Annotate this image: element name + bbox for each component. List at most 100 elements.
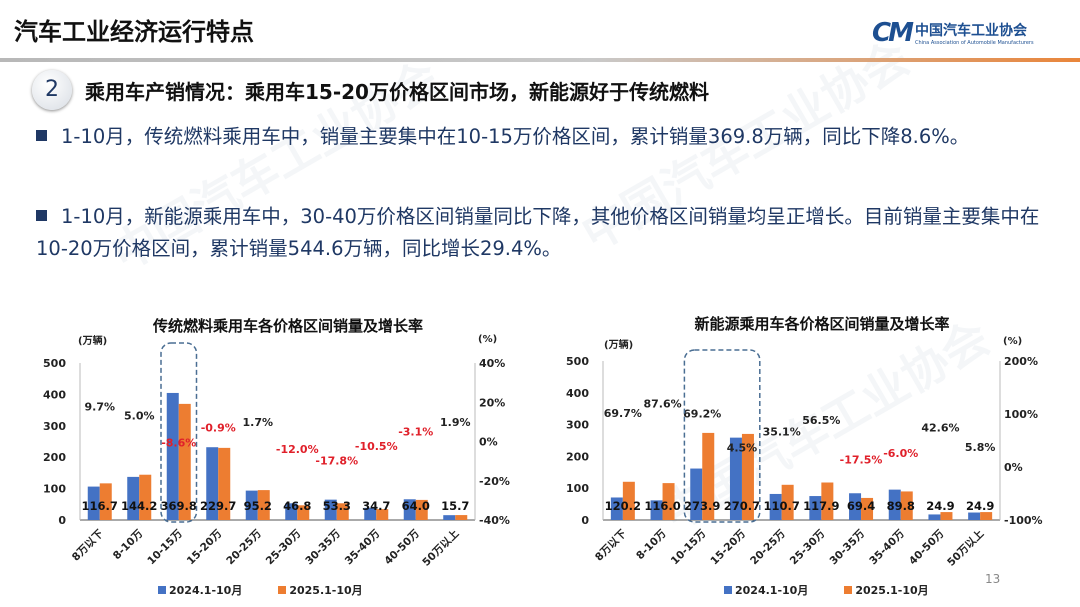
bar-2024 <box>127 476 140 520</box>
bullet-text: 1-10月，传统燃料乘用车中，销量主要集中在10-15万价格区间，累计销量369… <box>61 125 970 148</box>
category-label: 50万以上 <box>420 527 462 569</box>
value-label: 120.2 <box>605 499 641 513</box>
category-label: 40-50万 <box>382 527 422 567</box>
category-label: 10-15万 <box>669 527 709 567</box>
y-tick-label: 0 <box>58 514 66 527</box>
value-label: 24.9 <box>926 499 954 513</box>
highlight-box <box>160 342 198 523</box>
chart-title-right: 新能源乘用车各价格区间销量及增长率 <box>694 315 950 333</box>
growth-label: -3.1% <box>398 426 433 439</box>
growth-label: -6.0% <box>883 447 918 460</box>
bullet-1: 1-10月，传统燃料乘用车中，销量主要集中在10-15万价格区间，累计销量369… <box>36 121 1056 153</box>
y-tick-label: 100 <box>566 482 589 495</box>
header-divider <box>0 58 1080 62</box>
growth-label: -10.5% <box>355 440 398 453</box>
chart-title-left: 传统燃料乘用车各价格区间销量及增长率 <box>152 317 423 335</box>
page-title: 汽车工业经济运行特点 <box>14 18 254 46</box>
category-label: 8万以下 <box>70 527 106 563</box>
y-tick-label: 400 <box>43 388 66 401</box>
value-label: 110.7 <box>763 499 799 513</box>
category-label: 40-50万 <box>907 527 947 567</box>
category-label: 30-35万 <box>303 527 343 567</box>
y2-tick-label: 0% <box>1004 461 1023 474</box>
value-label: 117.9 <box>803 499 839 513</box>
y2-tick-label: 40% <box>479 357 505 370</box>
bar-2024 <box>769 493 782 520</box>
y2-tick-label: 20% <box>479 396 505 409</box>
growth-label: 1.9% <box>440 416 471 429</box>
value-label: 34.7 <box>362 499 390 513</box>
value-label: 116.7 <box>82 499 118 513</box>
category-label: 50万以上 <box>944 527 986 569</box>
legend-item-2024: 2024.1-10月 <box>724 582 808 598</box>
left-y2-unit: (%) <box>478 334 498 345</box>
bar-2025 <box>702 432 715 520</box>
category-label: 35-40万 <box>867 527 907 567</box>
bar-2025 <box>980 512 993 520</box>
legend-right: 2024.1-10月 2025.1-10月 <box>724 582 929 598</box>
bar-2024 <box>729 437 742 520</box>
section-title: 乘用车产销情况：乘用车15-20万价格区间市场，新能源好于传统燃料 <box>85 80 709 104</box>
bar-2025 <box>218 447 231 520</box>
bar-2025 <box>940 512 953 520</box>
value-label: 89.8 <box>887 499 915 513</box>
bar-2024 <box>968 512 981 520</box>
y2-tick-label: -40% <box>479 514 510 527</box>
growth-label: 69.2% <box>683 407 721 420</box>
y2-tick-label: 0% <box>479 436 498 449</box>
growth-label: 1.7% <box>242 416 273 429</box>
bullet-square-icon <box>36 210 47 221</box>
left-y-unit: (万辆) <box>78 336 108 347</box>
growth-label: 9.7% <box>84 400 115 413</box>
bar-2025 <box>861 497 874 520</box>
y-tick-label: 200 <box>43 451 66 464</box>
bar-2025 <box>415 499 428 520</box>
growth-label: 4.5% <box>727 442 758 455</box>
chart-ice-price-bands: 0 100 200 300 400 500 -40% -20% 0% 20% 40% 116.7 9.7… <box>43 342 510 569</box>
growth-label: 56.5% <box>802 414 840 427</box>
bar-2025 <box>376 509 389 520</box>
growth-label: 35.1% <box>763 425 801 438</box>
bar-2024 <box>206 447 219 520</box>
bar-2024 <box>285 503 298 520</box>
bar-2025 <box>455 515 468 520</box>
logo-english: China Association of Automobile Manufact… <box>914 40 1034 46</box>
bar-2024 <box>87 486 100 520</box>
growth-label: -17.5% <box>840 453 883 466</box>
growth-label: 5.0% <box>124 410 155 423</box>
category-label: 15-20万 <box>708 527 748 567</box>
bar-2025 <box>821 482 834 520</box>
value-label: 64.0 <box>402 499 430 513</box>
growth-label: -0.9% <box>201 421 236 434</box>
category-label: 8-10万 <box>634 527 669 562</box>
growth-label: -12.0% <box>276 443 319 456</box>
y-tick-label: 500 <box>43 357 66 370</box>
category-label: 8万以下 <box>593 527 629 563</box>
value-label: 46.8 <box>283 499 311 513</box>
value-label: 273.9 <box>684 499 720 513</box>
y-tick-label: 400 <box>566 387 589 400</box>
y2-tick-label: -100% <box>1004 514 1043 527</box>
y-tick-label: 100 <box>43 483 66 496</box>
bar-2025 <box>99 483 112 520</box>
bar-2025 <box>662 483 675 520</box>
page-number: 13 <box>985 572 1001 586</box>
growth-label: -17.8% <box>315 454 358 467</box>
y-tick-label: 0 <box>581 514 589 527</box>
bar-2025 <box>178 403 191 520</box>
bar-2025 <box>336 503 349 520</box>
logo: CM 中国汽车工业协会 China Association of Automob… <box>872 18 1034 48</box>
bar-2025 <box>257 490 270 520</box>
bar-2025 <box>741 433 754 520</box>
value-label: 15.7 <box>441 499 469 513</box>
logo-mark: CM <box>872 18 914 48</box>
category-label: 30-35万 <box>828 527 868 567</box>
category-label: 8-10万 <box>111 527 146 562</box>
value-label: 144.2 <box>121 499 157 513</box>
bar-2024 <box>166 392 179 520</box>
growth-label: -8.6% <box>161 436 196 449</box>
y-tick-label: 300 <box>566 419 589 432</box>
bar-2024 <box>809 496 822 520</box>
bullet-2: 1-10月，新能源乘用车中，30-40万价格区间销量同比下降，其他价格区间销量均… <box>36 201 1056 265</box>
bar-2024 <box>849 493 862 520</box>
